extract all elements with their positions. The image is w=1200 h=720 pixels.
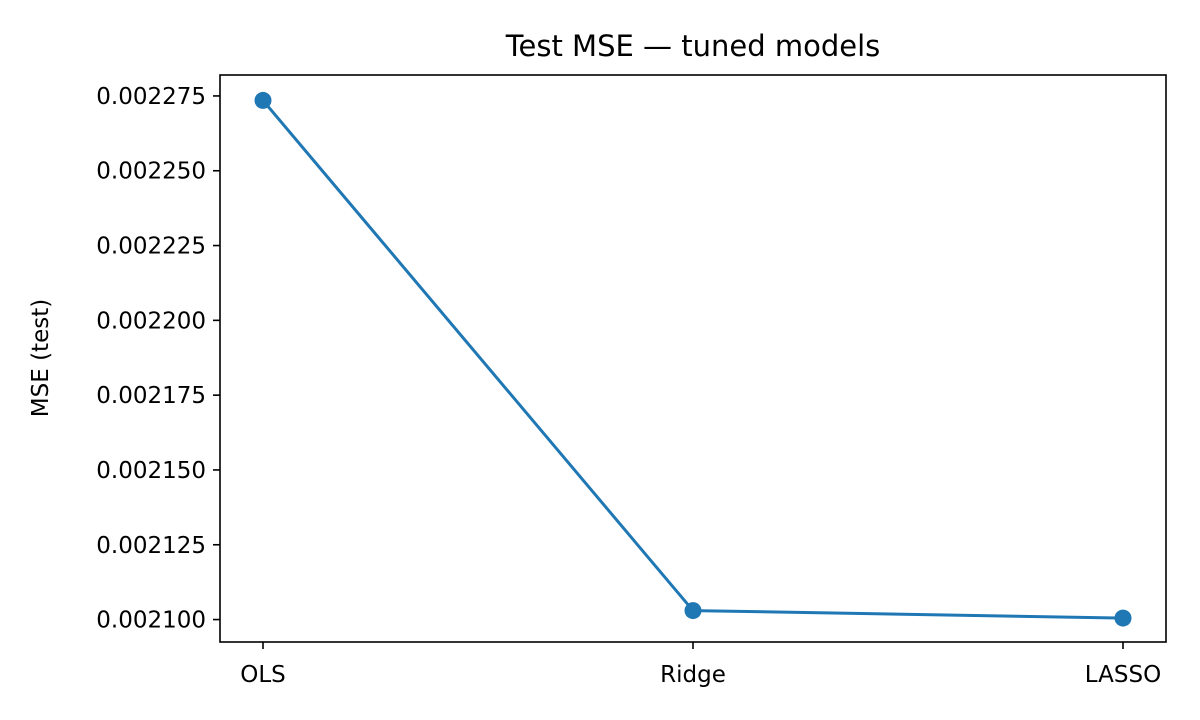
y-tick-label: 0.002225 [96,234,206,260]
chart-title: Test MSE — tuned models [505,29,881,63]
y-tick-label: 0.002150 [96,458,206,484]
y-tick-label: 0.002275 [96,84,206,110]
y-tick-label: 0.002250 [96,159,206,185]
y-tick-label: 0.002125 [96,533,206,559]
x-tick-label: LASSO [1085,662,1161,688]
y-axis-label: MSE (test) [28,299,54,417]
data-point [684,602,702,620]
y-tick-label: 0.002175 [96,383,206,409]
plot-area: 0.002100 0.002125 0.002150 0.002175 0.002200… [96,84,1161,688]
data-point [254,91,272,109]
y-tick-label: 0.002100 [96,608,206,634]
axes-frame [219,74,1167,643]
y-tick-label: 0.002200 [96,308,206,334]
data-point [1114,609,1132,627]
x-tick-label: Ridge [660,662,726,688]
x-tick-label: OLS [240,662,286,688]
